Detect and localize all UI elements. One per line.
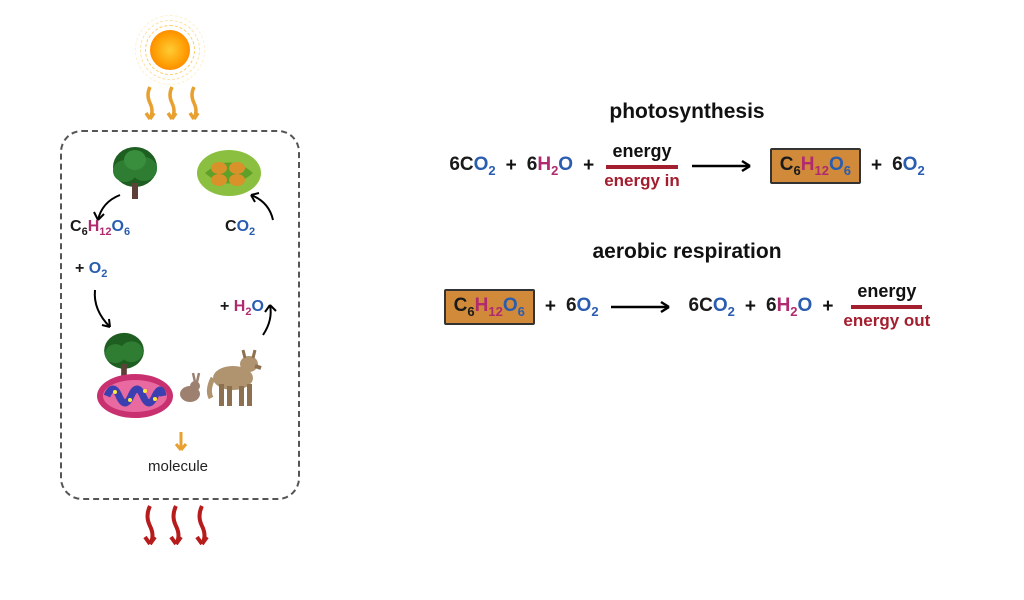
arrow-icon (85, 285, 125, 335)
rabbit-icon (175, 370, 205, 404)
h2o-formula: + H2O (220, 298, 264, 318)
photosynthesis-title: photosynthesis (380, 100, 994, 124)
respiration-title: aerobic respiration (380, 240, 994, 264)
glucose-formula: C6H12O6 (70, 218, 130, 238)
o2-formula: + O2 (75, 260, 107, 280)
sun-icon (140, 20, 200, 80)
reaction-arrow-icon (690, 158, 760, 174)
mitochondrion-icon (95, 372, 175, 420)
co2-formula: CO2 (225, 218, 255, 238)
wolf-icon (205, 340, 265, 408)
reaction-arrow-icon (609, 299, 679, 315)
glucose-boxed: C6H12O6 (444, 289, 535, 325)
photosynthesis-equation: 6CO2 + 6H2O + energy energy in C6H12O6 +… (380, 142, 994, 190)
energy-in-label: energy energy in (604, 142, 680, 190)
equations-panel: photosynthesis 6CO2 + 6H2O + energy ener… (360, 0, 1024, 600)
heat-rays-icon (138, 502, 218, 550)
sunlight-rays-icon (140, 85, 210, 125)
glucose-boxed: C6H12O6 (770, 148, 861, 184)
molecule-label: molecule (148, 458, 208, 475)
respiration-equation: C6H12O6 + 6O2 6CO2 + 6H2O + energy energ… (380, 282, 994, 330)
cycle-diagram: C6H12O6 CO2 + O2 + H2O (0, 0, 360, 600)
diagram-container: C6H12O6 CO2 + O2 + H2O (0, 0, 1024, 600)
energy-out-label: energy energy out (843, 282, 930, 330)
